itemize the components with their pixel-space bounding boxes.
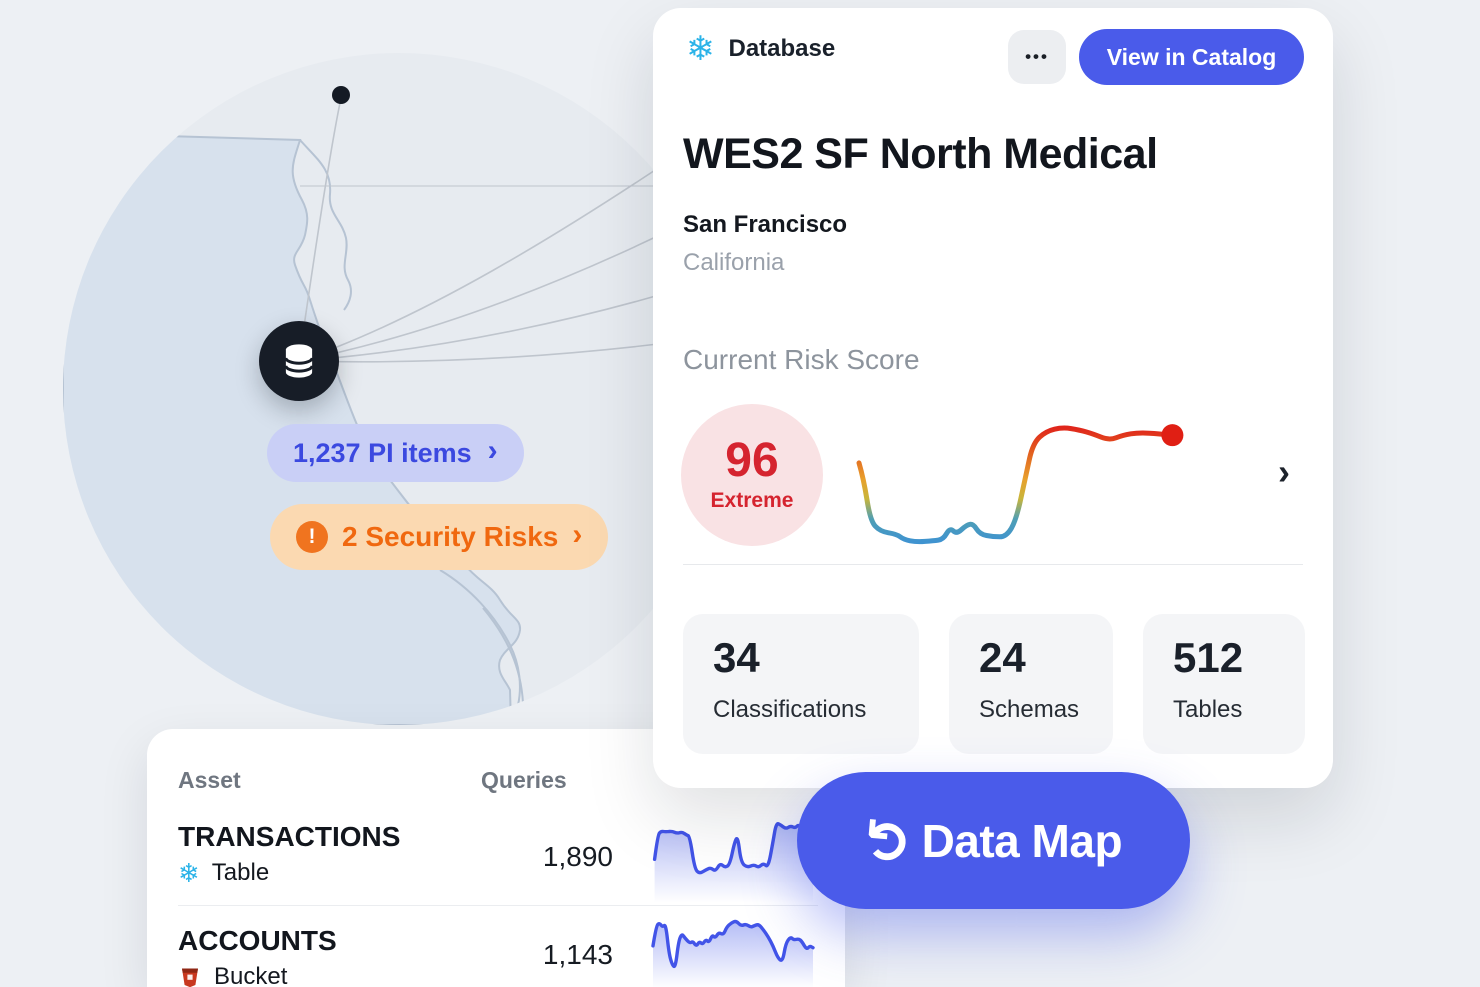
- pi-items-pill[interactable]: 1,237 PI items ›: [267, 424, 524, 482]
- chevron-right-icon: ›: [487, 434, 498, 467]
- current-point-marker: [1161, 424, 1184, 447]
- stat-label: Classifications: [713, 696, 867, 724]
- risk-score-heading: Current Risk Score: [683, 344, 920, 375]
- risk-score-badge: 96 Extreme: [681, 404, 823, 546]
- divider: [683, 564, 1303, 565]
- asset-type: Table: [211, 859, 270, 886]
- snowflake-icon: ❄: [178, 858, 200, 888]
- snowflake-icon: ❄: [686, 30, 715, 68]
- city-label: San Francisco: [683, 211, 848, 238]
- column-header-asset: Asset: [178, 767, 241, 793]
- security-risks-label: 2 Security Risks: [342, 521, 559, 552]
- s3-bucket-icon: [182, 968, 198, 987]
- table-row-transactions[interactable]: TRANSACTIONS ❄ Table 1,890: [147, 817, 845, 905]
- globe-map-illustration: [63, 53, 735, 725]
- risk-trend-chart: [856, 424, 1184, 545]
- accounts-sparkline: [651, 919, 815, 987]
- risk-score-value: 96: [725, 434, 779, 487]
- queries-value: 1,890: [542, 841, 613, 872]
- transactions-sparkline: [652, 822, 815, 903]
- database-icon: [284, 344, 314, 378]
- asset-name: ACCOUNTS: [178, 925, 337, 956]
- asset-name: TRANSACTIONS: [178, 821, 401, 852]
- stat-value: 34: [713, 634, 760, 681]
- stat-value: 24: [979, 634, 1026, 681]
- stat-label: Tables: [1173, 696, 1243, 724]
- security-risks-pill[interactable]: ! 2 Security Risks ›: [270, 504, 609, 570]
- warning-icon: !: [296, 521, 328, 553]
- table-row-accounts[interactable]: ACCOUNTS Bucket 1,143: [147, 919, 845, 987]
- pi-items-label: 1,237 PI items: [293, 437, 472, 468]
- stat-label: Schemas: [979, 696, 1080, 724]
- stat-classifications: 34 Classifications: [683, 614, 919, 754]
- sync-icon: ↻: [854, 813, 924, 868]
- stat-value: 512: [1173, 634, 1244, 681]
- row-divider: [178, 905, 818, 906]
- stats-row: 34 Classifications 24 Schemas 512 Tables: [683, 614, 1305, 754]
- queries-value: 1,143: [542, 939, 613, 970]
- risk-details-chevron[interactable]: ›: [1267, 452, 1301, 492]
- stat-schemas: 24 Schemas: [949, 614, 1113, 754]
- state-label: California: [683, 249, 785, 276]
- more-options-button[interactable]: •••: [1008, 30, 1066, 84]
- chevron-right-icon: ›: [572, 518, 583, 551]
- stat-tables: 512 Tables: [1143, 614, 1305, 754]
- column-header-queries: Queries: [481, 767, 567, 793]
- database-detail-card: ❄ Database ••• View in Catalog WES2 SF N…: [653, 8, 1333, 788]
- asset-type: Bucket: [214, 963, 288, 987]
- data-map-label: Data Map: [921, 814, 1123, 867]
- source-type-label: Database: [728, 35, 836, 62]
- data-map-button[interactable]: ↻ Data Map: [797, 772, 1190, 909]
- risk-level-label: Extreme: [710, 489, 794, 512]
- view-in-catalog-button[interactable]: View in Catalog: [1079, 29, 1304, 85]
- database-node[interactable]: [259, 321, 339, 401]
- page-title: WES2 SF North Medical: [683, 130, 1158, 178]
